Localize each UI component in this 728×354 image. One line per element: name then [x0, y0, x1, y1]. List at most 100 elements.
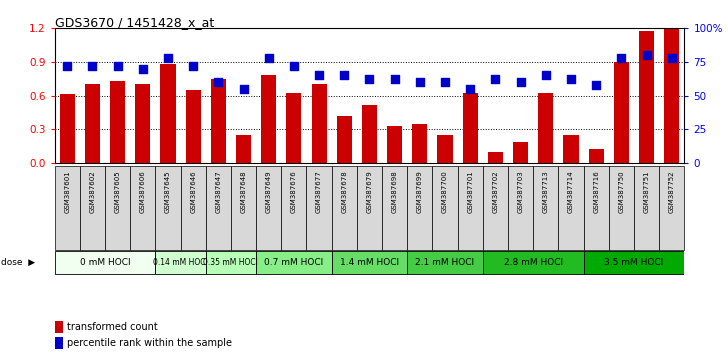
Text: GSM387703: GSM387703 [518, 171, 523, 213]
Text: GSM387605: GSM387605 [114, 171, 121, 213]
Bar [609, 166, 634, 250]
Text: percentile rank within the sample: percentile rank within the sample [67, 338, 232, 348]
Bar [206, 251, 256, 274]
Text: GSM387702: GSM387702 [492, 171, 499, 213]
Bar [181, 166, 206, 250]
Bar [110, 81, 125, 163]
Bar [135, 84, 150, 163]
Bar [362, 104, 377, 163]
Text: 0.7 mM HOCl: 0.7 mM HOCl [264, 258, 323, 267]
Text: GSM387752: GSM387752 [669, 171, 675, 213]
Bar [563, 135, 579, 163]
Bar [634, 166, 659, 250]
Point [540, 73, 552, 78]
Point [237, 86, 249, 92]
Bar [306, 166, 332, 250]
Bar [463, 93, 478, 163]
Text: GSM387601: GSM387601 [64, 171, 70, 213]
Bar [55, 321, 63, 333]
Bar [55, 337, 63, 349]
Bar [312, 84, 327, 163]
Bar [155, 251, 206, 274]
Bar [80, 166, 105, 250]
Point [515, 79, 526, 85]
Bar [332, 251, 407, 274]
Point [389, 76, 400, 82]
Text: 0 mM HOCl: 0 mM HOCl [79, 258, 130, 267]
Text: GSM387751: GSM387751 [644, 171, 649, 213]
Point [489, 76, 501, 82]
Text: GSM387606: GSM387606 [140, 171, 146, 213]
Bar [432, 166, 458, 250]
Bar [483, 166, 508, 250]
Text: GSM387646: GSM387646 [190, 171, 196, 213]
Bar [85, 84, 100, 163]
Bar [538, 93, 553, 163]
Text: GSM387698: GSM387698 [392, 171, 397, 213]
Bar [483, 251, 584, 274]
Bar [155, 166, 181, 250]
Bar [513, 142, 528, 163]
Bar [256, 166, 281, 250]
Bar [407, 166, 432, 250]
Bar [614, 62, 629, 163]
Point [641, 52, 652, 58]
Point [590, 82, 602, 88]
Bar [206, 166, 231, 250]
Text: GSM387648: GSM387648 [240, 171, 247, 213]
Text: GSM387750: GSM387750 [618, 171, 625, 213]
Text: GSM387679: GSM387679 [366, 171, 373, 213]
Text: GSM387677: GSM387677 [316, 171, 322, 213]
Bar [382, 166, 407, 250]
Text: GSM387676: GSM387676 [291, 171, 297, 213]
Text: GSM387700: GSM387700 [442, 171, 448, 213]
Point [162, 55, 174, 61]
Text: 1.4 mM HOCl: 1.4 mM HOCl [340, 258, 399, 267]
Point [339, 73, 350, 78]
Bar [186, 90, 201, 163]
Text: dose  ▶: dose ▶ [1, 258, 35, 267]
Bar [160, 64, 175, 163]
Text: GSM387602: GSM387602 [90, 171, 95, 213]
Bar [236, 135, 251, 163]
Point [666, 55, 678, 61]
Text: GSM387678: GSM387678 [341, 171, 347, 213]
Point [464, 86, 476, 92]
Bar [105, 166, 130, 250]
Point [288, 63, 300, 69]
Bar [261, 75, 276, 163]
Bar [211, 79, 226, 163]
Bar [286, 93, 301, 163]
Point [187, 63, 199, 69]
Bar [387, 126, 402, 163]
Bar [281, 166, 306, 250]
Bar [458, 166, 483, 250]
Text: GSM387699: GSM387699 [417, 171, 423, 213]
Bar [488, 152, 503, 163]
Point [414, 79, 426, 85]
Bar [659, 166, 684, 250]
Text: GDS3670 / 1451428_x_at: GDS3670 / 1451428_x_at [55, 16, 214, 29]
Bar [256, 251, 332, 274]
Bar [639, 30, 654, 163]
Bar [412, 124, 427, 163]
Point [616, 55, 628, 61]
Point [439, 79, 451, 85]
Point [565, 76, 577, 82]
Bar [584, 251, 684, 274]
Text: GSM387714: GSM387714 [568, 171, 574, 213]
Bar [664, 27, 679, 163]
Bar [60, 95, 75, 163]
Point [61, 63, 73, 69]
Point [263, 55, 274, 61]
Bar [533, 166, 558, 250]
Point [137, 66, 149, 72]
Bar [438, 135, 453, 163]
Bar [337, 116, 352, 163]
Bar [55, 166, 80, 250]
Bar [357, 166, 382, 250]
Text: GSM387716: GSM387716 [593, 171, 599, 213]
Bar [558, 166, 584, 250]
Point [313, 73, 325, 78]
Bar [508, 166, 533, 250]
